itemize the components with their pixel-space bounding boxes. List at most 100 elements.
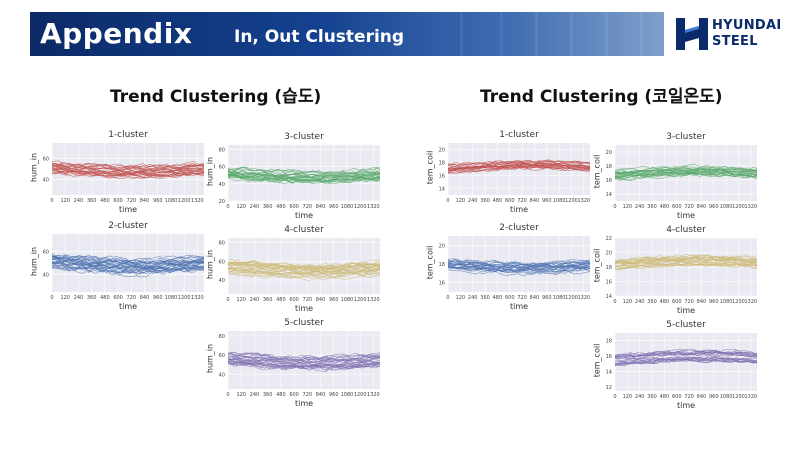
x-tick-label: 0 (446, 295, 449, 301)
series-line (227, 173, 381, 182)
series-line (614, 168, 758, 175)
series-line (51, 164, 205, 172)
series-line (614, 358, 758, 366)
x-tick-label: 360 (263, 204, 273, 210)
series-line (51, 169, 205, 177)
y-tick-label: 40 (43, 177, 49, 183)
series-line (227, 260, 381, 270)
x-tick-label: 1200 (354, 392, 367, 398)
series-line (447, 161, 590, 170)
x-tick-label: 240 (468, 198, 478, 204)
x-axis-label: time (294, 304, 314, 313)
x-tick-label: 1080 (165, 198, 178, 204)
series-line (447, 260, 591, 267)
series-line (227, 267, 381, 275)
y-axis-label: hum_in (205, 249, 215, 280)
series-line (51, 252, 205, 264)
series-line (447, 260, 591, 268)
series-line (447, 263, 591, 271)
x-tick-label: 1320 (191, 295, 204, 301)
x-tick-label: 960 (329, 392, 339, 398)
series-line (51, 164, 205, 173)
y-tick-label: 20 (439, 148, 445, 154)
series-line (447, 266, 591, 273)
series-line (447, 261, 591, 270)
x-tick-label: 600 (672, 299, 682, 305)
series-line (614, 261, 758, 269)
x-tick-label: 240 (250, 392, 260, 398)
x-tick-label: 840 (140, 295, 150, 301)
plot-area (52, 143, 204, 195)
series-line (51, 261, 205, 273)
series-line (447, 162, 591, 170)
series-line (614, 173, 758, 182)
series-line (447, 259, 591, 266)
series-line (614, 167, 758, 174)
series-line (614, 256, 758, 264)
series-line (51, 162, 205, 170)
plot-area (228, 145, 380, 201)
series-line (614, 356, 758, 364)
series-line (614, 256, 758, 265)
x-tick-label: 720 (517, 295, 527, 301)
series-line (447, 261, 591, 268)
series-line (227, 264, 381, 273)
series-line (228, 354, 381, 362)
series-line (614, 357, 758, 366)
series-line (227, 268, 381, 274)
x-tick-label: 1200 (732, 204, 745, 210)
series-line (447, 165, 591, 173)
x-axis-label: time (676, 306, 696, 315)
series-line (227, 263, 381, 271)
y-tick-label: 16 (439, 281, 445, 287)
series-line (228, 174, 381, 184)
series-line (614, 169, 758, 175)
y-tick-label: 14 (439, 187, 445, 193)
series-line (615, 350, 758, 360)
series-line (614, 357, 758, 366)
x-tick-label: 120 (60, 295, 70, 301)
series-line (614, 258, 758, 265)
series-line (447, 262, 591, 269)
series-line (614, 357, 758, 366)
x-tick-label: 480 (100, 295, 110, 301)
series-line (227, 166, 381, 175)
series-line (51, 255, 205, 266)
series-line (51, 255, 205, 265)
series-line (51, 161, 205, 168)
series-line (227, 260, 381, 271)
series-line (51, 167, 205, 175)
x-tick-label: 720 (684, 299, 694, 305)
series-line (51, 163, 205, 172)
series-line (447, 166, 591, 172)
y-tick-label: 40 (219, 278, 225, 284)
page-subtitle: In, Out Clustering (234, 27, 405, 47)
x-tick-label: 960 (709, 299, 719, 305)
y-axis-label: tem_coil (592, 154, 602, 189)
x-tick-label: 960 (329, 297, 339, 303)
x-tick-label: 120 (456, 295, 466, 301)
series-line (615, 261, 758, 270)
series-line (227, 174, 381, 183)
x-tick-label: 0 (50, 198, 53, 204)
x-tick-label: 1200 (732, 299, 745, 305)
series-line (227, 358, 381, 367)
x-tick-label: 720 (684, 394, 694, 400)
x-tick-label: 1200 (178, 295, 191, 301)
x-tick-label: 480 (100, 198, 110, 204)
x-tick-label: 960 (153, 198, 163, 204)
series-line (614, 170, 758, 178)
series-line (227, 352, 381, 359)
y-tick-label: 60 (43, 157, 49, 163)
x-tick-label: 240 (635, 299, 645, 305)
series-line (227, 362, 381, 371)
x-tick-label: 480 (276, 204, 286, 210)
series-line (51, 162, 205, 170)
x-tick-label: 600 (672, 204, 682, 210)
series-line (227, 361, 381, 370)
series-line (227, 169, 381, 177)
y-tick-label: 16 (606, 354, 612, 360)
series-line (228, 268, 381, 278)
series-line (227, 357, 381, 365)
series-line (447, 164, 591, 171)
